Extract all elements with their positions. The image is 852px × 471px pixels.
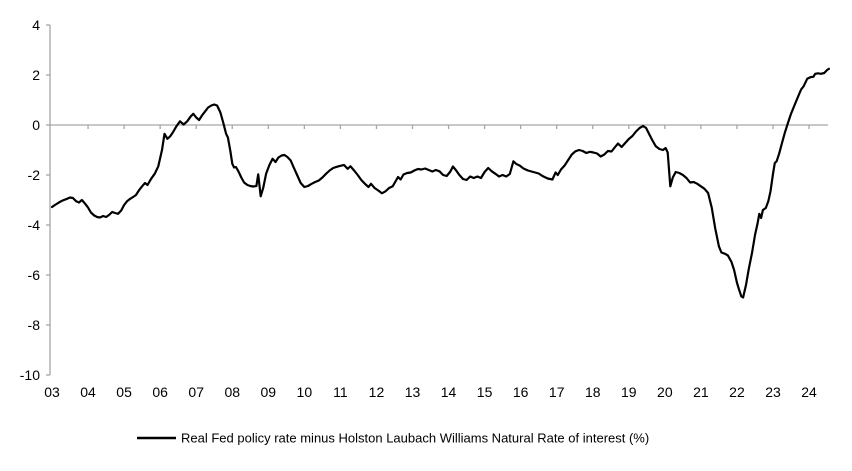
y-tick-label: 0 (32, 117, 40, 133)
x-tick-label: 11 (333, 384, 348, 400)
x-tick-label: 18 (585, 384, 601, 400)
y-tick-label: -4 (28, 217, 41, 233)
y-tick-label: 4 (32, 17, 40, 33)
x-tick-label: 09 (261, 384, 277, 400)
x-axis-ticks (87, 125, 810, 129)
y-axis-ticks (46, 24, 50, 376)
y-tick-label: -10 (20, 367, 40, 383)
x-tick-label: 08 (224, 384, 240, 400)
x-tick-label: 20 (657, 384, 673, 400)
x-tick-label: 16 (513, 384, 529, 400)
y-tick-label: 2 (32, 67, 40, 83)
x-axis-labels: 03 04 05 06 07 08 09 10 11 12 13 14 15 16 17 18 19 20 21 22… (44, 384, 817, 400)
legend: Real Fed policy rate minus Holston Lauba… (137, 431, 649, 446)
x-tick-label: 14 (441, 384, 457, 400)
x-tick-label: 12 (369, 384, 385, 400)
y-tick-label: -8 (28, 317, 41, 333)
x-tick-label: 17 (549, 384, 565, 400)
x-tick-label: 10 (297, 384, 313, 400)
x-tick-label: 04 (80, 384, 96, 400)
y-tick-label: -2 (28, 167, 41, 183)
x-tick-label: 23 (765, 384, 781, 400)
x-tick-label: 03 (44, 384, 60, 400)
x-tick-label: 21 (693, 384, 709, 400)
x-tick-label: 22 (729, 384, 745, 400)
x-tick-label: 07 (188, 384, 204, 400)
legend-label: Real Fed policy rate minus Holston Lauba… (181, 431, 649, 446)
x-tick-label: 13 (405, 384, 421, 400)
data-series-line (50, 67, 831, 299)
y-axis-labels: 4 2 0 -2 -4 -6 -8 -10 (20, 17, 40, 383)
x-tick-label: 06 (152, 384, 168, 400)
x-tick-label: 05 (116, 384, 132, 400)
y-tick-label: -6 (28, 267, 41, 283)
x-tick-label: 15 (477, 384, 493, 400)
x-tick-label: 24 (801, 384, 817, 400)
x-tick-label: 19 (621, 384, 637, 400)
